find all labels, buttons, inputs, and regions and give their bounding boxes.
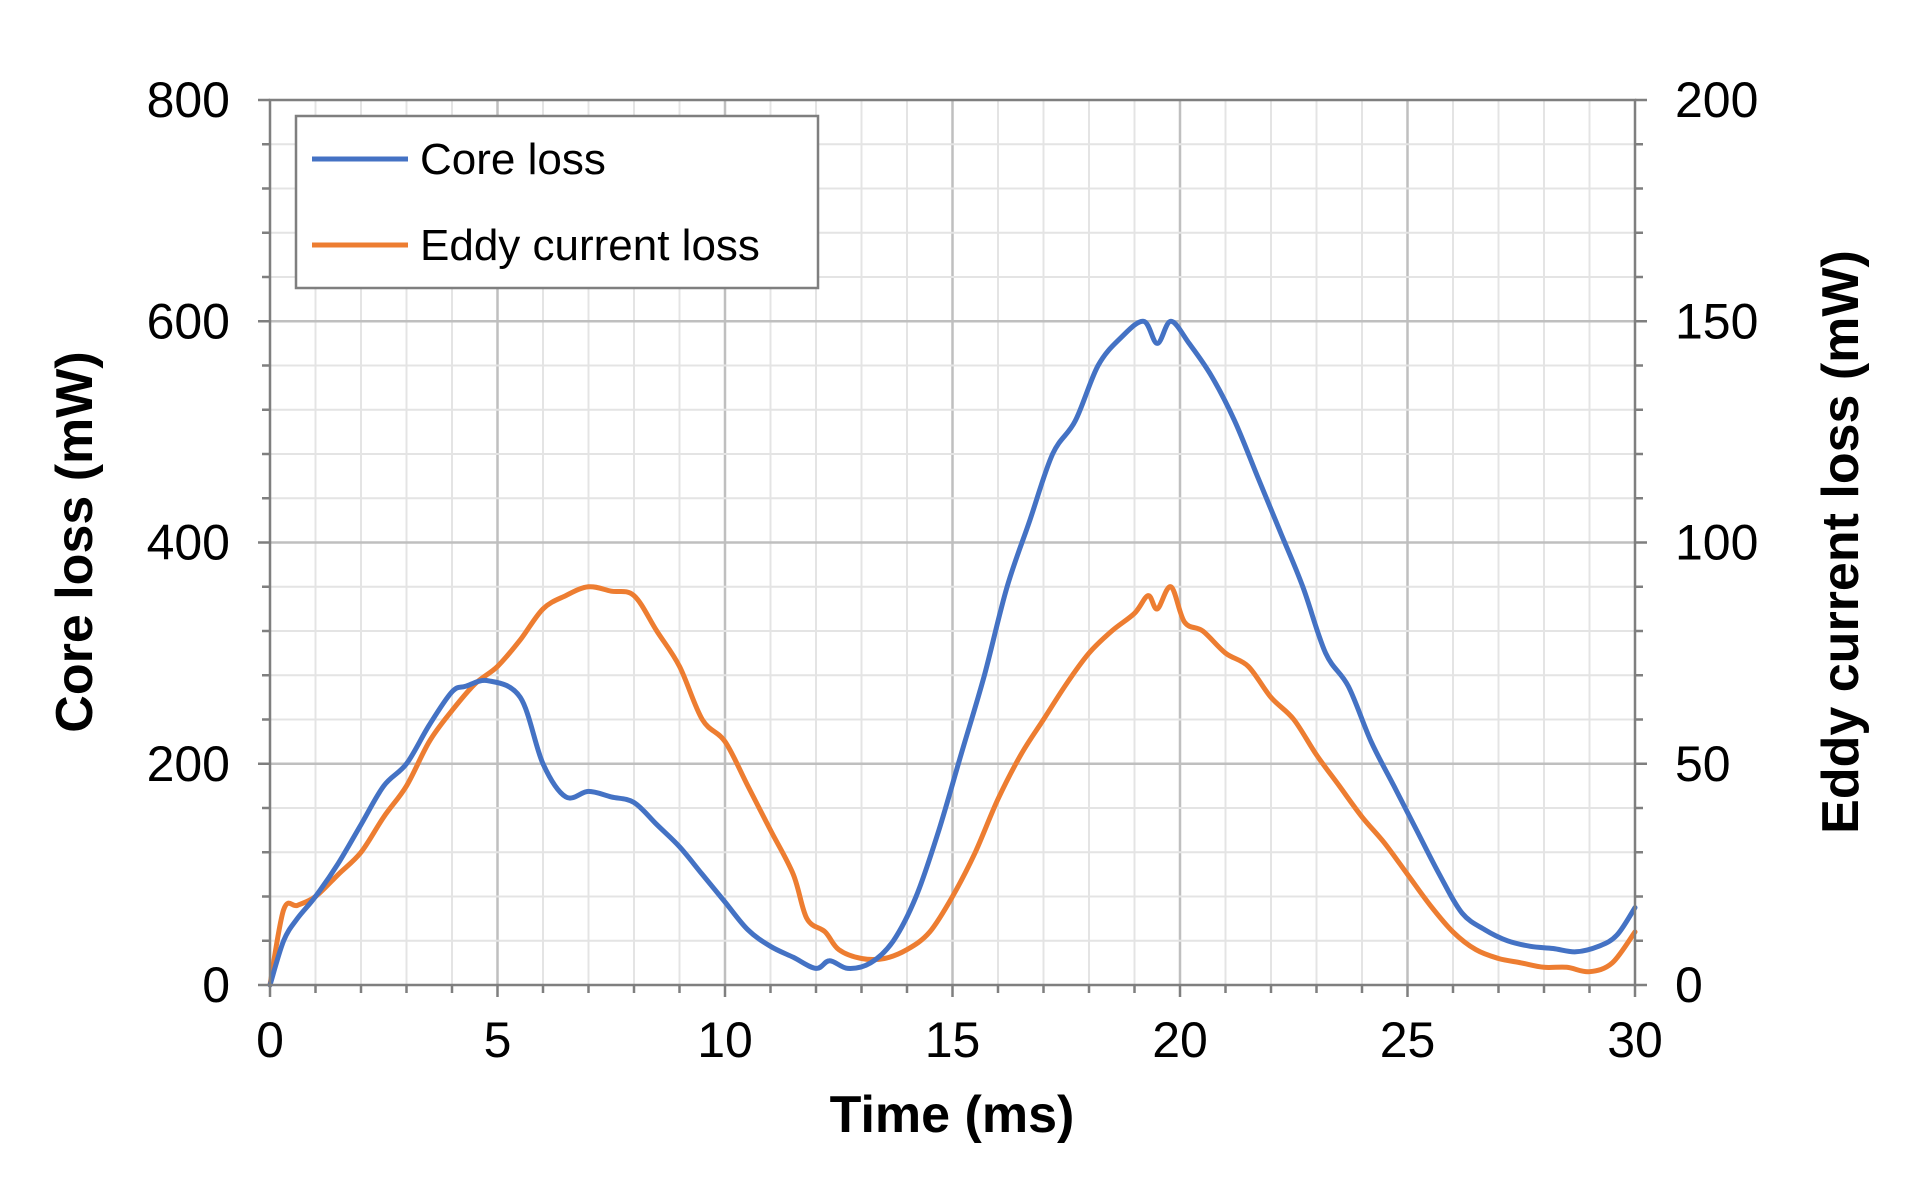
x-tick-label: 25 <box>1380 1012 1436 1068</box>
y-tick-label: 800 <box>147 72 230 128</box>
x-tick-label: 10 <box>697 1012 753 1068</box>
y2-tick-label: 50 <box>1675 736 1731 792</box>
legend-label-eddy-current-loss: Eddy current loss <box>420 221 760 270</box>
x-tick-label: 30 <box>1607 1012 1663 1068</box>
series-lines <box>267 318 1638 988</box>
y2-tick-label: 200 <box>1675 72 1758 128</box>
tick-marks <box>258 98 1647 997</box>
y-axis-title: Core loss (mW) <box>46 351 104 732</box>
y2-axis-title: Eddy current loss (mW) <box>1812 250 1870 834</box>
x-tick-label: 0 <box>256 1012 284 1068</box>
y-tick-label: 200 <box>147 736 230 792</box>
x-tick-label: 20 <box>1152 1012 1208 1068</box>
legend-box <box>294 114 820 290</box>
eddy-current-loss-line <box>267 584 1638 988</box>
y-tick-label: 600 <box>147 293 230 349</box>
legend: Core loss Eddy current loss <box>294 114 820 290</box>
y2-tick-label: 150 <box>1675 293 1758 349</box>
x-axis-title: Time (ms) <box>830 1086 1075 1144</box>
y-tick-label: 400 <box>147 515 230 571</box>
core-loss-line <box>267 318 1638 988</box>
y2-tick-label: 0 <box>1675 957 1703 1013</box>
y2-tick-label: 100 <box>1675 515 1758 571</box>
x-tick-label: 5 <box>484 1012 512 1068</box>
y-tick-label: 0 <box>202 957 230 1013</box>
x-tick-label: 15 <box>925 1012 981 1068</box>
legend-label-core-loss: Core loss <box>420 135 606 184</box>
